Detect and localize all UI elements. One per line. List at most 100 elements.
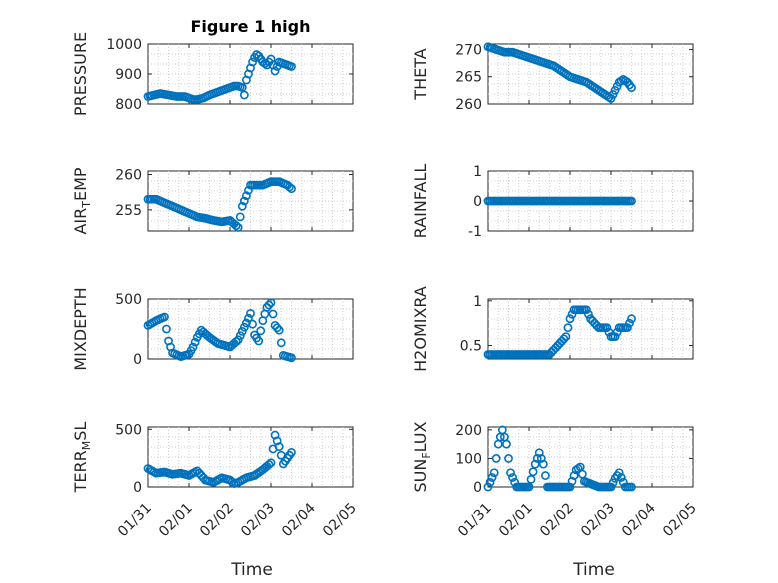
y-tick-label: 0: [133, 480, 142, 496]
data-point: [623, 323, 632, 333]
data-point: [244, 186, 253, 195]
x-axis-label-left: Time: [230, 560, 273, 580]
y-tick-label: 0: [473, 194, 482, 210]
data-point: [627, 83, 636, 93]
y-tick-label: 1000: [106, 37, 142, 53]
y-tick-label: 265: [455, 70, 482, 86]
x-tick-label: 02/04: [619, 500, 659, 540]
data-point: [241, 191, 251, 201]
data-point: [268, 309, 278, 319]
data-point: [489, 468, 499, 478]
y-axis-label-rainfall: RAINFALL: [411, 164, 430, 239]
data-point: [287, 447, 296, 457]
data-point: [627, 196, 636, 206]
data-point: [276, 338, 286, 348]
data-point: [287, 353, 296, 363]
axes-pressure: 800 900 1000 PRESSURE Figure 1 high: [71, 17, 354, 116]
x-tick-label: 02/01: [156, 500, 196, 540]
data-point: [274, 442, 284, 452]
data-point: [524, 482, 534, 492]
data-point: [625, 318, 634, 328]
data-point: [244, 313, 253, 323]
data-point: [536, 454, 546, 463]
data-point: [485, 477, 495, 487]
data-point: [610, 332, 620, 342]
data-point: [233, 335, 243, 345]
y-tick-label: -1: [468, 224, 482, 240]
y-axis-label-terr_msl: TERRMSL: [71, 422, 93, 494]
data-point: [526, 474, 536, 484]
y-tick-label: 100: [455, 451, 482, 467]
axes-rainfall: -1 0 1 RAINFALL: [411, 164, 694, 240]
data-point: [483, 482, 493, 492]
y-axis-label-h2omixra: H2OMIXRA: [411, 286, 430, 372]
data-point: [274, 325, 284, 335]
data-point: [260, 59, 270, 68]
data-point: [190, 337, 200, 347]
data-point: [266, 298, 276, 307]
data-point: [528, 467, 538, 477]
data-point: [508, 473, 517, 482]
data-point: [237, 201, 247, 211]
data-point: [538, 459, 548, 469]
data-point: [266, 458, 276, 468]
data-point: [239, 322, 249, 332]
data-point: [532, 454, 542, 463]
y-tick-label: 255: [115, 203, 142, 219]
y-tick-label: 1: [473, 294, 482, 310]
data-point: [287, 62, 296, 71]
data-point: [162, 324, 171, 334]
data-point: [159, 312, 169, 322]
y-axis-label-mixdepth: MIXDEPTH: [71, 287, 90, 370]
data-point: [584, 309, 593, 319]
data-point: [287, 184, 296, 194]
y-tick-label: 0: [133, 352, 142, 368]
data-point: [241, 318, 251, 328]
data-point: [606, 482, 616, 492]
data-point: [256, 326, 266, 336]
x-tick-label: 02/01: [496, 500, 536, 540]
y-tick-label: 0: [473, 480, 482, 496]
y-tick-label: 260: [455, 97, 482, 113]
x-tick-label: 02/02: [537, 500, 577, 540]
axes-air_temp: 255 260 AIRTEMP: [71, 167, 354, 235]
data-point: [487, 473, 497, 482]
data-point: [285, 182, 294, 192]
data-point: [614, 468, 624, 478]
x-tick-label: 02/03: [238, 500, 278, 540]
data-point: [239, 90, 249, 100]
data-point: [231, 337, 241, 346]
x-tick-label: 02/04: [279, 500, 319, 540]
y-axis-label-sun_flux: SUNFLUX: [411, 421, 433, 492]
data-point: [569, 471, 579, 480]
data-point: [272, 323, 282, 333]
data-point: [565, 314, 575, 324]
data-point: [235, 331, 245, 340]
data-point: [248, 57, 257, 67]
data-point: [582, 305, 591, 315]
y-tick-label: 0.5: [460, 339, 482, 355]
data-point: [231, 221, 241, 231]
axes-mixdepth: 0 500 MIXDEPTH: [71, 287, 354, 371]
data-point: [237, 83, 247, 92]
x-tick-label: 02/02: [197, 500, 237, 540]
x-axis-label-right: Time: [572, 560, 615, 580]
data-point: [246, 308, 255, 318]
data-point: [602, 323, 612, 333]
y-tick-label: 500: [115, 292, 142, 308]
data-point: [541, 471, 550, 480]
y-axis-label-pressure: PRESSURE: [71, 32, 90, 116]
data-point: [188, 342, 198, 352]
x-tick-label: 01/31: [455, 500, 495, 540]
y-axis-label-theta: THETA: [411, 48, 430, 100]
data-point: [567, 476, 577, 486]
data-point: [627, 314, 636, 324]
axes-sun_flux: 01/31 02/01 02/02 02/03 02/04 02/05 0 100 200 SUN…: [411, 421, 700, 540]
data-point: [504, 454, 513, 463]
data-point: [227, 477, 237, 487]
data-point: [264, 300, 274, 310]
data-point: [530, 459, 540, 469]
y-axis-label-air_temp: AIRTEMP: [71, 167, 93, 234]
